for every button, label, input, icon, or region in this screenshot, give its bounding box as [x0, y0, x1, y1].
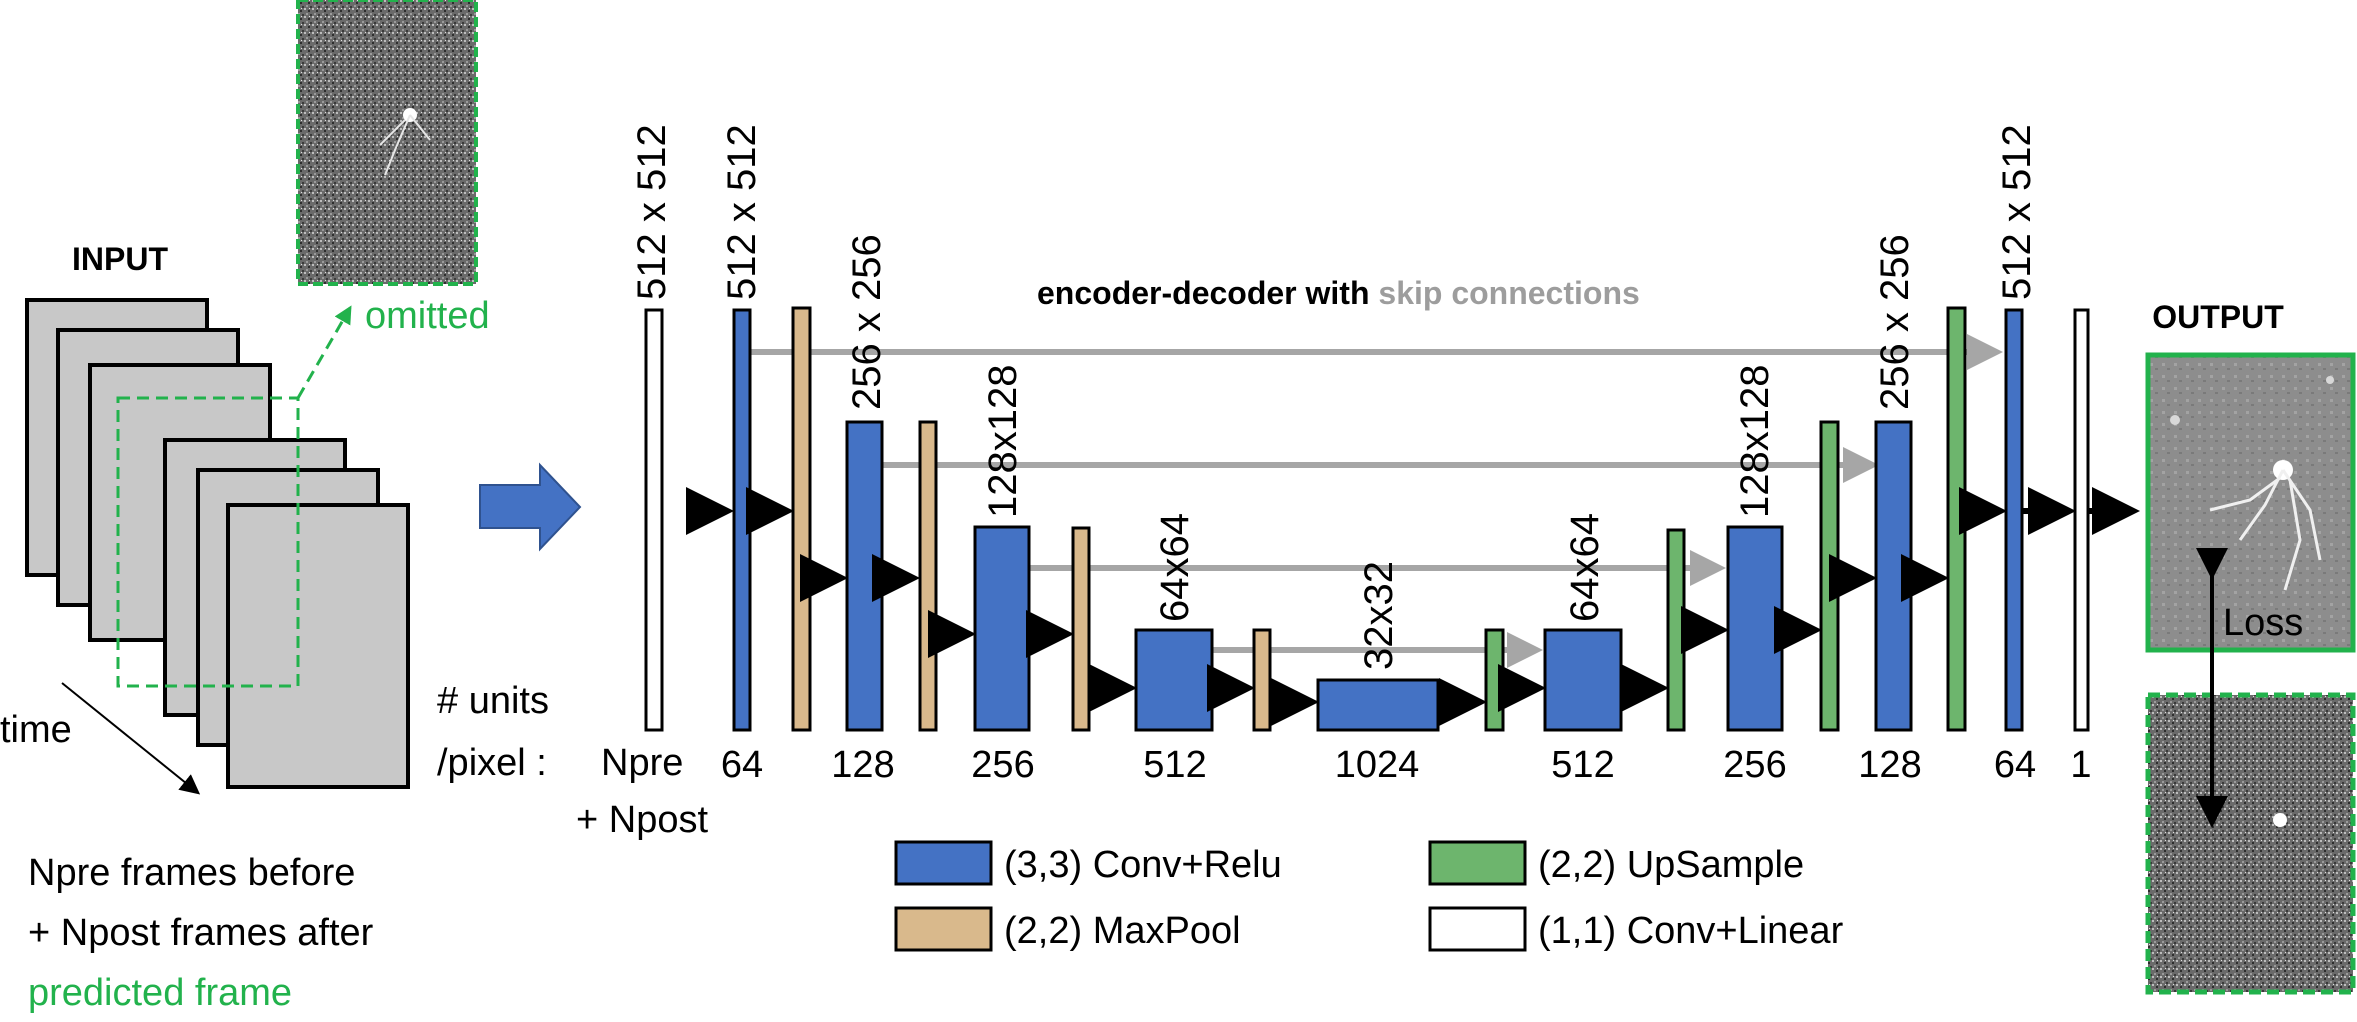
conv-block [845, 420, 884, 732]
maxpool-block [791, 306, 812, 732]
omitted-pointer-arrow [296, 305, 352, 399]
unit-count: 256 [971, 744, 1034, 786]
omitted-label: omitted [365, 295, 490, 337]
conv-block [1134, 628, 1214, 732]
size-label: 128x128 [981, 365, 1025, 518]
upsample-block [1946, 306, 1967, 732]
upsample-block [1666, 528, 1686, 732]
legend-label-linear: (1,1) Conv+Linear [1538, 910, 1844, 952]
units-label-line1: # units [437, 680, 549, 722]
size-label: 256 x 256 [845, 234, 889, 410]
unit-count: 256 [1723, 744, 1786, 786]
input-caption-line2: + Npost frames after [28, 912, 374, 954]
input-frame-stack [25, 298, 410, 789]
size-labels: 512 x 512 512 x 512 256 x 256 128x128 64… [630, 124, 2039, 670]
heading-part2: skip connections [1378, 275, 1639, 311]
input-title: INPUT [72, 241, 168, 277]
size-label: 32x32 [1357, 561, 1401, 670]
size-label: 64x64 [1563, 513, 1607, 622]
input-frame [226, 503, 410, 789]
units-npost: + Npost [576, 799, 708, 841]
size-label: 512 x 512 [720, 124, 764, 300]
legend-swatch-pool [894, 906, 993, 952]
conv-block [1726, 525, 1784, 732]
unit-count: 512 [1551, 744, 1614, 786]
size-label: 64x64 [1153, 513, 1197, 622]
output-cell [2326, 376, 2334, 384]
unit-count: 1024 [1335, 744, 1420, 786]
network-heading: encoder-decoder with skip connections [1037, 275, 1640, 311]
legend-label-conv: (3,3) Conv+Relu [1004, 844, 1282, 886]
maxpool-block [918, 420, 938, 732]
linear-input-block [644, 308, 664, 732]
linear-output-block [2073, 308, 2090, 732]
conv-block [1543, 628, 1623, 732]
legend-label-upsample: (2,2) UpSample [1538, 844, 1804, 886]
legend: (3,3) Conv+Relu (2,2) MaxPool (2,2) UpSa… [894, 840, 1844, 952]
units-npre: Npre [601, 742, 683, 784]
unit-counts: 64 128 256 512 1024 512 256 128 64 1 [721, 744, 2092, 786]
output-title: OUTPUT [2152, 299, 2284, 335]
neuron-dendrite [379, 114, 431, 176]
output-cell [2170, 415, 2180, 425]
loss-label: Loss [2223, 602, 2303, 644]
time-label: time [0, 709, 72, 751]
unit-count: 64 [721, 744, 763, 786]
legend-swatch-conv [894, 840, 993, 886]
target-image [2145, 692, 2356, 995]
target-neuron-soma [2273, 813, 2287, 827]
conv-block [2004, 308, 2024, 732]
conv-block [1874, 420, 1913, 732]
input-caption-line1: Npre frames before [28, 852, 355, 894]
forward-arrows [686, 487, 2140, 726]
maxpool-block [1252, 628, 1272, 732]
input-caption-line3: predicted frame [28, 972, 292, 1014]
unit-count: 512 [1143, 744, 1206, 786]
legend-swatch-upsample [1428, 840, 1527, 886]
output-image [2145, 352, 2356, 653]
size-label: 512 x 512 [630, 124, 674, 300]
conv-block [973, 525, 1031, 732]
heading-part1: encoder-decoder with [1037, 275, 1378, 311]
unit-count: 1 [2070, 744, 2091, 786]
legend-swatch-linear [1428, 906, 1527, 952]
unit-count: 64 [1994, 744, 2036, 786]
conv-block [732, 308, 752, 732]
upsample-block [1819, 420, 1840, 732]
maxpool-block [1071, 526, 1091, 732]
conv-block [1316, 678, 1440, 732]
size-label: 256 x 256 [1873, 234, 1917, 410]
time-arrow [61, 682, 201, 795]
omitted-frame-image [296, 0, 478, 286]
size-label: 512 x 512 [1995, 124, 2039, 300]
unit-count: 128 [831, 744, 894, 786]
output-neuron-dendrite [2209, 469, 2322, 591]
size-label: 128x128 [1733, 365, 1777, 518]
omitted-frame-outline [116, 396, 300, 688]
unit-count: 128 [1858, 744, 1921, 786]
upsample-block [1484, 628, 1505, 732]
skip-connections [748, 334, 2003, 668]
big-input-arrow [479, 462, 582, 552]
units-label-line2: /pixel : [437, 742, 547, 784]
legend-label-pool: (2,2) MaxPool [1004, 910, 1241, 952]
